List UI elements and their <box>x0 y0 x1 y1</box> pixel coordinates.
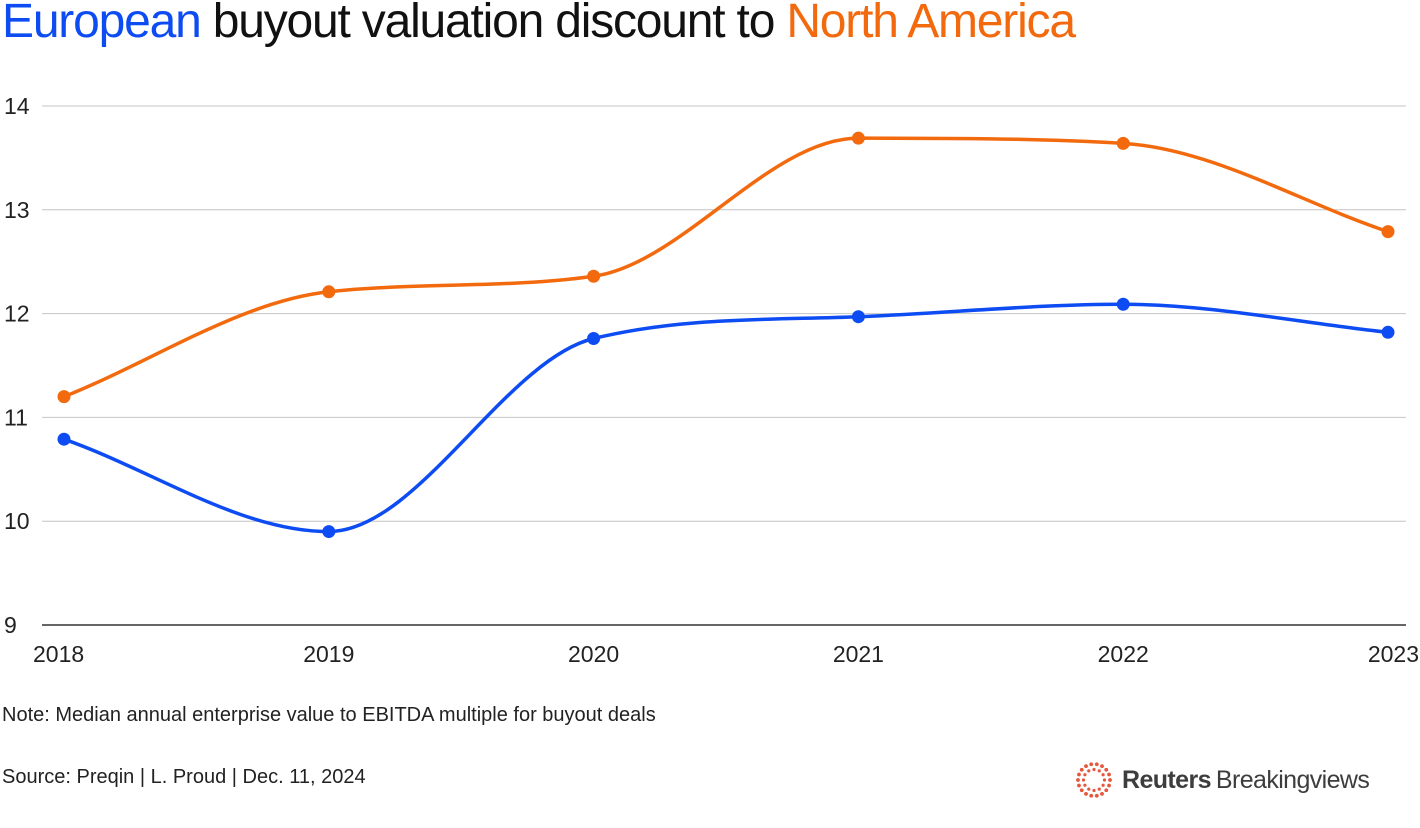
data-point-european-2021 <box>851 310 865 324</box>
x-tick-label: 2023 <box>1368 641 1419 667</box>
logo-dot <box>1087 769 1091 773</box>
logo-dot <box>1084 791 1088 796</box>
logo-dot <box>1089 762 1094 767</box>
logo-dot <box>1083 783 1087 787</box>
logo-dot <box>1089 793 1094 798</box>
logo-dot <box>1107 783 1111 788</box>
data-point-european-2022 <box>1116 297 1130 311</box>
logo-breakingviews-text: Breakingviews <box>1215 765 1370 794</box>
y-tick-label: 12 <box>4 301 30 327</box>
data-point-european-2020 <box>587 332 601 346</box>
logo-dot <box>1083 773 1087 777</box>
series-group <box>57 131 1395 539</box>
logo-dot <box>1104 788 1109 793</box>
title-middle: buyout valuation discount to <box>200 0 787 48</box>
logo-dot <box>1097 787 1101 791</box>
chart-source: Source: Preqin | L. Proud | Dec. 11, 202… <box>2 766 366 788</box>
logo-dot <box>1079 788 1084 793</box>
series-line-european <box>62 302 1390 534</box>
logo-dot <box>1107 772 1111 777</box>
reuters-dot-ring-icon <box>1076 762 1112 798</box>
data-point-european-2023 <box>1381 325 1395 339</box>
logo-dot <box>1087 787 1091 791</box>
data-point-european-2018 <box>57 432 71 446</box>
x-axis-ticks: 2018 2019 2020 2021 2022 2023 <box>33 641 1419 667</box>
logo-dot <box>1100 791 1104 796</box>
logo-dot <box>1094 793 1099 798</box>
reuters-breakingviews-logo: Reuters Breakingviews <box>1074 757 1370 803</box>
logo-dot <box>1092 767 1096 772</box>
logo-reuters-text: Reuters <box>1122 765 1212 794</box>
title-europe: European <box>2 0 202 48</box>
data-point-north-america-2019 <box>322 285 336 299</box>
x-tick-label: 2020 <box>568 641 619 667</box>
y-tick-label: 11 <box>4 404 28 430</box>
logo-dot <box>1094 762 1099 767</box>
logo-dot <box>1084 764 1088 769</box>
y-tick-label: 13 <box>4 197 30 223</box>
chart-note: Note: Median annual enterprise value to … <box>2 704 656 726</box>
x-tick-label: 2018 <box>33 641 84 667</box>
logo-dot <box>1077 772 1081 777</box>
data-point-north-america-2022 <box>1116 136 1130 150</box>
data-point-north-america-2021 <box>851 131 865 145</box>
title-north-america: North America <box>786 0 1076 48</box>
logo-dot <box>1100 764 1104 769</box>
logo-dot <box>1079 767 1084 772</box>
logo-dot <box>1081 778 1086 782</box>
line-chart: 14 13 12 11 10 9 2018 2019 2020 2021 2022 2023 <box>4 93 1419 667</box>
logo-dot <box>1076 778 1080 782</box>
data-point-north-america-2020 <box>587 269 601 283</box>
logo-dot <box>1097 769 1101 773</box>
x-tick-label: 2021 <box>833 641 884 667</box>
data-point-european-2019 <box>322 525 336 539</box>
logo-dot <box>1108 778 1112 782</box>
x-tick-label: 2022 <box>1098 641 1149 667</box>
logo-dot <box>1092 788 1096 793</box>
logo-dot <box>1104 767 1109 772</box>
logo-dot <box>1077 783 1081 788</box>
grid-lines <box>42 105 1406 626</box>
data-point-north-america-2023 <box>1381 225 1395 239</box>
logo-dot <box>1101 783 1105 787</box>
chart-title: European buyout valuation discount to No… <box>2 0 1076 49</box>
logo-dot <box>1102 778 1107 782</box>
data-point-north-america-2018 <box>57 390 71 404</box>
y-tick-label: 9 <box>4 612 17 638</box>
y-tick-label: 10 <box>4 508 30 534</box>
logo-dot <box>1101 773 1105 777</box>
series-line-north-america <box>62 136 1390 399</box>
x-tick-label: 2019 <box>303 641 354 667</box>
y-axis-ticks: 14 13 12 11 10 9 <box>4 93 30 638</box>
y-tick-label: 14 <box>4 93 30 119</box>
